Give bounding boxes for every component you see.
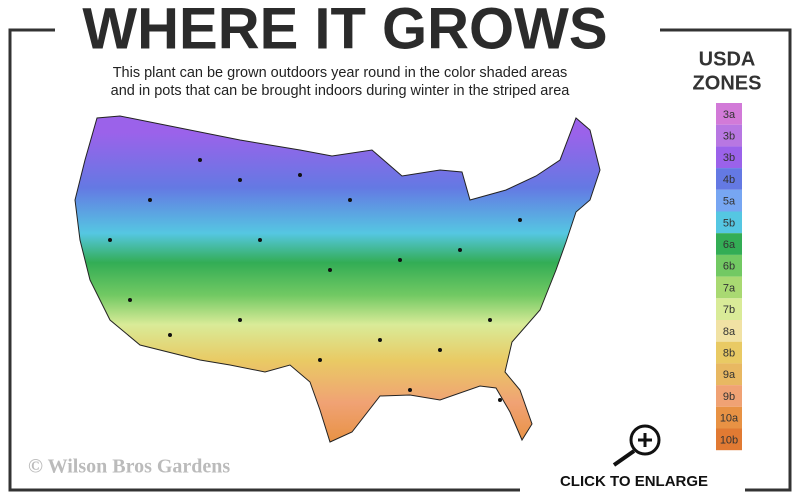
zone-swatch — [716, 211, 742, 234]
zone-swatch — [716, 276, 742, 299]
zone-label: 3b — [723, 130, 735, 142]
zoom-icon[interactable] — [612, 424, 661, 467]
zone-swatch — [716, 385, 742, 407]
us-map — [74, 115, 601, 443]
zone-swatch — [716, 341, 742, 364]
zone-label: 10a — [720, 413, 739, 425]
zone-label: 10b — [720, 434, 738, 446]
frame — [8, 28, 792, 492]
zone-label: 5b — [723, 217, 735, 229]
zone-label: 6a — [723, 239, 736, 251]
zone-label: 8a — [723, 326, 736, 338]
zone-label: 9a — [723, 369, 736, 381]
zone-swatch — [716, 124, 742, 147]
city-dots — [108, 158, 522, 402]
us-outline — [74, 115, 601, 443]
zone-label: 4b — [723, 174, 735, 186]
zone-swatch — [716, 298, 742, 320]
zone-label: 3a — [723, 109, 736, 121]
zone-swatch — [716, 254, 742, 277]
legend-title: USDA — [699, 48, 756, 70]
zone-swatch — [716, 406, 742, 429]
copyright: © Wilson Bros Gardens — [28, 456, 230, 478]
zone-swatch — [716, 146, 742, 169]
zone-label: 8b — [723, 347, 735, 359]
zone-swatch — [716, 320, 742, 342]
legend: 3a 3b 3b 4b 5a 5b 6a 6b 7a 7b 8a 8b 9a 9b 10a 10b — [716, 103, 742, 451]
zone-swatch — [716, 168, 742, 190]
zone-swatch — [716, 103, 742, 125]
title: WHERE IT GROWS — [82, 0, 607, 61]
zone-swatch — [716, 428, 742, 451]
zone-swatch — [716, 189, 742, 212]
zone-swatch — [716, 233, 742, 255]
zone-label: 9b — [723, 391, 735, 403]
zone-label: 6b — [723, 261, 735, 273]
subtitle-line: and in pots that can be brought indoors … — [111, 83, 571, 99]
enlarge-button[interactable]: CLICK TO ENLARGE — [560, 473, 708, 490]
zone-label: 7b — [723, 304, 735, 316]
zone-label: 5a — [723, 196, 736, 208]
zone-swatch — [716, 363, 742, 386]
legend-title: ZONES — [693, 72, 762, 94]
zone-label: 7a — [723, 282, 736, 294]
subtitle-line: This plant can be grown outdoors year ro… — [113, 65, 568, 81]
zone-label: 3b — [723, 152, 735, 164]
